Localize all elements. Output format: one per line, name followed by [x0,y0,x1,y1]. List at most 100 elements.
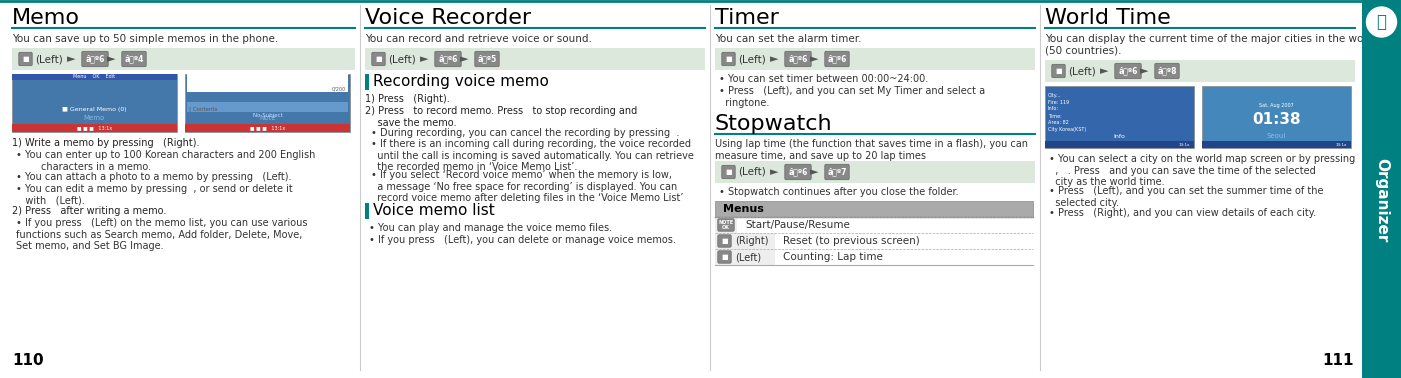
Text: City...: City... [1048,93,1062,98]
Text: • If you select ‘Record voice memo’ when the memory is low,
  a message ‘No free: • If you select ‘Record voice memo’ when… [371,170,684,203]
Text: • You can play and manage the voice memo files.: • You can play and manage the voice memo… [368,223,612,233]
Bar [715,201,1033,217]
Text: Info:: Info: [1048,107,1059,112]
FancyBboxPatch shape [434,51,461,67]
Text: ►: ► [810,167,818,177]
Text: âº8: âº8 [1157,67,1177,76]
Text: Stopwatch: Stopwatch [715,114,832,134]
Text: World Time: World Time [1045,8,1171,28]
Bar [1045,60,1355,82]
Text: âº6: âº6 [828,54,846,64]
Bar [1202,86,1351,148]
Text: 0/200: 0/200 [332,87,346,91]
Text: • Stopwatch continues after you close the folder.: • Stopwatch continues after you close th… [719,187,958,197]
Text: Seoul: Seoul [1267,133,1286,139]
Bar [715,217,737,233]
FancyBboxPatch shape [18,52,32,66]
Text: • Press   (Right), and you can view details of each city.: • Press (Right), and you can view detail… [1049,208,1316,218]
Text: ■: ■ [22,56,29,62]
Text: • You can attach a photo to a memo by pressing   (Left).: • You can attach a photo to a memo by pr… [15,172,291,182]
Bar [715,48,1035,70]
Bar [1362,0,1401,378]
Text: City Korea(KST): City Korea(KST) [1048,127,1086,133]
Text: Time:: Time: [1048,113,1062,118]
Text: Fire: 119: Fire: 119 [1048,99,1069,104]
Text: ►: ► [1140,66,1149,76]
Bar [715,161,1035,183]
Text: • Press   (Left), and you can set My Timer and select a
  ringtone.: • Press (Left), and you can set My Timer… [719,86,985,108]
Bar [1045,86,1194,148]
Text: • You can enter up to 100 Korean characters and 200 English
        characters i: • You can enter up to 100 Korean charact… [15,150,315,172]
Bar [13,74,177,132]
Text: ■: ■ [722,254,727,260]
FancyBboxPatch shape [717,219,734,231]
Text: Timer: Timer [715,8,779,28]
Text: ►: ► [67,54,76,64]
Text: âº6: âº6 [789,54,808,64]
Text: ►: ► [769,54,778,64]
Text: ►: ► [420,54,429,64]
Text: Sat, Aug 2007: Sat, Aug 2007 [1259,104,1295,108]
Text: • You can edit a memo by pressing  , or send or delete it
   with   (Left).: • You can edit a memo by pressing , or s… [15,184,293,206]
FancyBboxPatch shape [717,235,731,247]
Text: ■ ■ ■   13:1x: ■ ■ ■ 13:1x [249,125,286,130]
Text: ■: ■ [1055,68,1062,74]
Text: âº4: âº4 [125,54,144,64]
Text: ►: ► [769,167,778,177]
Text: ■: ■ [375,56,382,62]
FancyBboxPatch shape [475,51,499,67]
Text: Menu    OK    Edit: Menu OK Edit [73,74,115,79]
Text: (Left): (Left) [738,167,766,177]
FancyBboxPatch shape [717,251,731,263]
Bar [366,74,368,90]
Text: 2) Press   after writing a memo.: 2) Press after writing a memo. [13,206,167,216]
Text: ►: ► [1100,66,1108,76]
Text: Memo: Memo [84,115,105,121]
Text: You can set the alarm timer.: You can set the alarm timer. [715,34,862,44]
Text: No Subject: No Subject [252,113,283,118]
Bar [185,124,350,132]
Text: (Left): (Left) [736,252,761,262]
FancyBboxPatch shape [1154,63,1180,79]
Text: ■ General Memo (0): ■ General Memo (0) [62,107,127,113]
Text: 111: 111 [1323,353,1353,368]
FancyBboxPatch shape [1052,64,1065,78]
FancyBboxPatch shape [122,51,146,67]
Text: • If there is an incoming call during recording, the voice recorded
  until the : • If there is an incoming call during re… [371,139,693,172]
Text: ►: ► [106,54,115,64]
Text: (Left): (Left) [738,54,766,64]
Text: âº6: âº6 [789,167,808,177]
Circle shape [1366,7,1397,37]
Text: 01:38: 01:38 [1252,113,1300,127]
Text: 13:1x: 13:1x [1335,143,1346,147]
Text: | Contents: | Contents [189,106,217,112]
Text: ■: ■ [722,238,727,244]
Bar [1045,141,1194,148]
Bar [366,203,368,219]
Text: Organizer: Organizer [1374,158,1388,242]
Text: • If you press   (Left) on the memo list, you can use various
functions such as : • If you press (Left) on the memo list, … [15,218,307,251]
Text: âº6: âº6 [85,54,105,64]
Text: Using lap time (the function that saves time in a flash), you can
measure time, : Using lap time (the function that saves … [715,139,1028,161]
Bar [1202,141,1351,148]
Text: (Right): (Right) [736,236,769,246]
Text: You can save up to 50 simple memos in the phone.: You can save up to 50 simple memos in th… [13,34,279,44]
Text: âº7: âº7 [827,167,846,177]
Text: ►: ► [460,54,468,64]
Text: 13:1x: 13:1x [1178,143,1189,147]
Text: • During recording, you can cancel the recording by pressing  .: • During recording, you can cancel the r… [371,128,679,138]
FancyBboxPatch shape [371,52,385,66]
Text: • You can set timer between 00:00~24:00.: • You can set timer between 00:00~24:00. [719,74,929,84]
Text: NOTE
OK: NOTE OK [719,220,734,231]
Text: • If you press   (Left), you can delete or manage voice memos.: • If you press (Left), you can delete or… [368,235,675,245]
Text: Voice memo list: Voice memo list [373,203,495,218]
Text: âº5: âº5 [478,54,496,64]
Text: (Left): (Left) [35,54,63,64]
Text: 2) Press   to record memo. Press   to stop recording and
    save the memo.: 2) Press to record memo. Press to stop r… [366,106,637,128]
Bar [186,74,347,92]
FancyBboxPatch shape [722,165,736,179]
FancyBboxPatch shape [785,51,811,67]
Bar [715,249,1033,265]
FancyBboxPatch shape [785,164,811,180]
Text: âº6: âº6 [439,54,458,64]
